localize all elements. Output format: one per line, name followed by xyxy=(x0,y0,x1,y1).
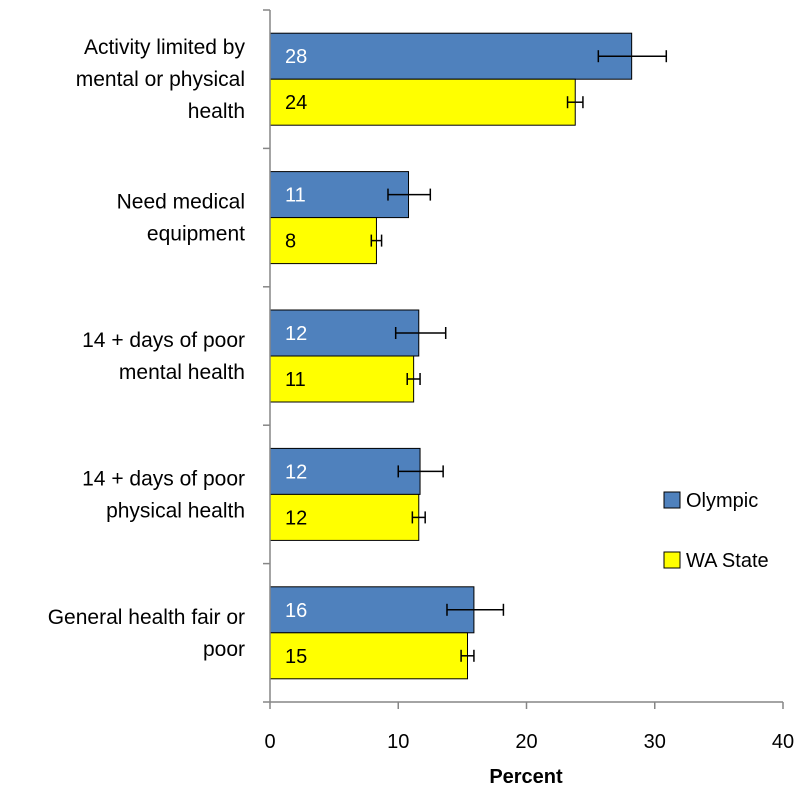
legend-swatch xyxy=(663,491,681,509)
legend-label: Olympic xyxy=(686,490,758,512)
bar-value-label: 12 xyxy=(285,461,307,483)
bar-value-label: 11 xyxy=(285,369,306,391)
error-bar xyxy=(397,465,444,478)
bar-value-label: 11 xyxy=(285,185,306,207)
error-bar xyxy=(460,649,475,662)
legend-item-wa-state: WA State xyxy=(663,550,769,572)
category-label: mental health xyxy=(119,361,245,384)
error-bar xyxy=(597,50,668,63)
bar-value-label: 28 xyxy=(285,46,307,68)
legend-label: WA State xyxy=(686,550,769,572)
bar-value-label: 12 xyxy=(285,507,307,529)
category-label: poor xyxy=(203,638,245,661)
bar-olympic xyxy=(269,309,420,357)
bar-olympic xyxy=(269,171,410,219)
error-bar xyxy=(411,511,426,524)
error-bar xyxy=(387,188,432,201)
legend: Olympic WA State xyxy=(663,490,769,572)
bar-value-label: 16 xyxy=(285,600,307,622)
error-bar xyxy=(370,234,383,247)
category-label: General health fair or xyxy=(48,606,245,629)
category-label: equipment xyxy=(147,223,245,246)
x-tick-label: 40 xyxy=(772,731,794,753)
bar-olympic xyxy=(269,32,633,80)
x-axis-title: Percent xyxy=(489,766,563,788)
bar-value-label: 12 xyxy=(285,323,307,345)
bar-value-label: 8 xyxy=(285,231,296,253)
error-bars-layer xyxy=(370,50,668,662)
bar-wa-state xyxy=(269,355,415,403)
bar-wa-state xyxy=(269,493,420,541)
category-label: Need medical xyxy=(117,191,245,214)
legend-swatch xyxy=(663,551,681,569)
x-tick-label: 20 xyxy=(515,731,537,753)
x-tick-label: 0 xyxy=(264,731,275,753)
category-label: mental or physical xyxy=(76,68,245,91)
x-tick-label: 10 xyxy=(387,731,409,753)
category-label: health xyxy=(188,100,245,123)
bar-wa-state xyxy=(269,78,576,126)
legend-item-olympic: Olympic xyxy=(663,490,758,512)
bars-layer: 28 24 11 8 12 11 12 12 16 15 xyxy=(269,32,633,680)
bar-wa-state xyxy=(269,217,377,265)
error-bar xyxy=(446,603,505,616)
error-bar xyxy=(394,327,447,339)
category-label: Activity limited by xyxy=(84,36,246,59)
x-tick-label: 30 xyxy=(644,731,666,753)
bar-value-label: 24 xyxy=(285,92,307,114)
axes-layer: 0 10 20 30 40 xyxy=(263,9,794,753)
bar-value-label: 15 xyxy=(285,646,307,668)
category-label: physical health xyxy=(106,499,245,522)
error-bar xyxy=(566,96,584,109)
category-label: 14 + days of poor xyxy=(82,329,245,352)
labels-layer: Activity limited by mental or physical hea… xyxy=(48,36,246,661)
category-label: 14 + days of poor xyxy=(82,467,245,490)
error-bar xyxy=(406,373,421,385)
